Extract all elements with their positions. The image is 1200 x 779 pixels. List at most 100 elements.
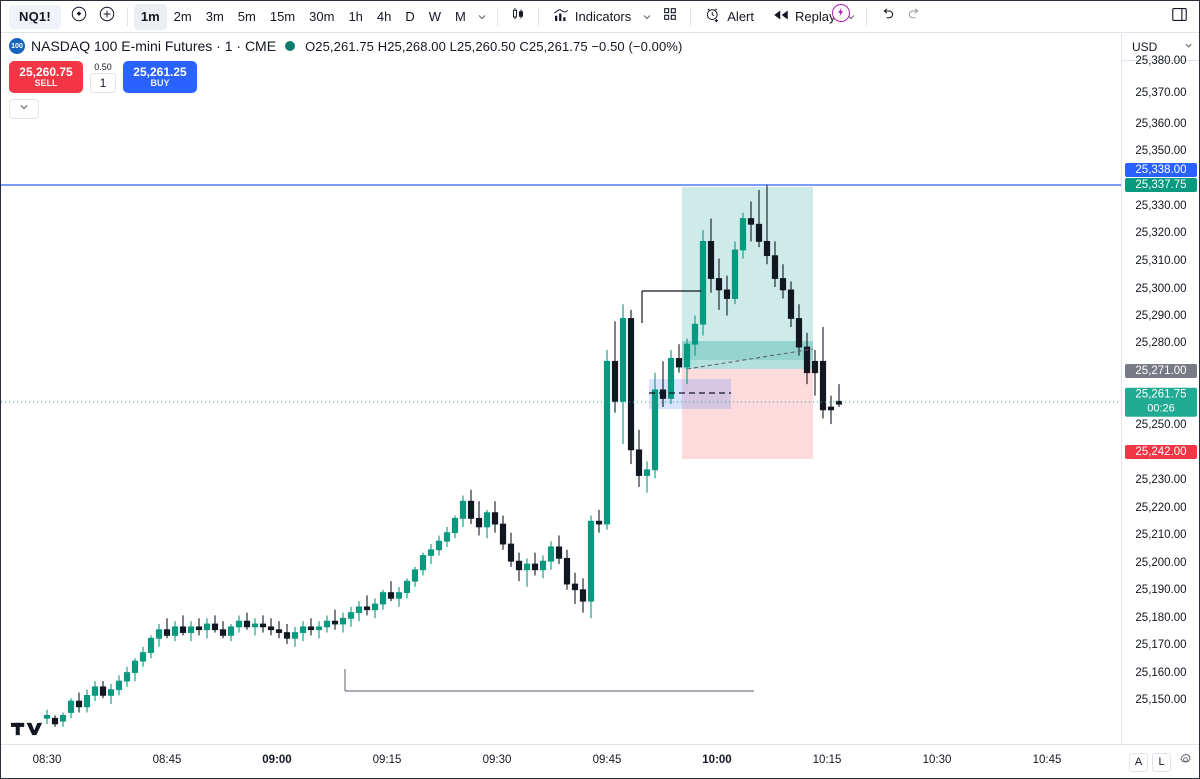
candle-body — [515, 560, 523, 571]
candle-series — [43, 184, 843, 727]
interval-4h[interactable]: 4h — [376, 9, 392, 24]
candle-body — [763, 240, 771, 257]
interval-W[interactable]: W — [428, 9, 442, 24]
right-panel-toggle-button[interactable] — [1165, 3, 1193, 31]
templates-button[interactable] — [656, 3, 684, 31]
candle-body — [291, 632, 299, 639]
interval-1m[interactable]: 1m — [133, 3, 167, 30]
candle-body — [187, 626, 195, 633]
interval-more-button[interactable] — [473, 4, 491, 30]
interval-15m[interactable]: 15m — [269, 9, 296, 24]
candle-body — [571, 583, 579, 591]
chart-overlays-back — [649, 187, 813, 459]
candle-body — [203, 623, 211, 631]
candle-body — [811, 360, 819, 374]
price-tick: 25,360.00 — [1135, 118, 1187, 130]
candle-body — [731, 249, 739, 299]
sell-button[interactable]: 25,260.75 SELL — [9, 61, 83, 93]
last-price[interactable]: 25,261.75 00:26 — [1125, 387, 1197, 417]
price-tick: 25,280.00 — [1135, 337, 1187, 349]
lightning-bolt-icon — [836, 7, 846, 20]
interval-2m[interactable]: 2m — [173, 9, 192, 24]
bid-ask-price[interactable]: 25,337.75 — [1125, 178, 1197, 192]
symbol-search-button[interactable]: NQ1! — [9, 4, 61, 29]
trend-dashed-line[interactable] — [686, 348, 814, 370]
interval-3m[interactable]: 3m — [205, 9, 224, 24]
replay-label: Replay — [795, 9, 836, 24]
indicators-button[interactable]: Indicators — [545, 4, 638, 30]
interval-M[interactable]: M — [455, 9, 466, 24]
price-scale[interactable]: USD 25,380.00 25,370.00 25,360.00 25,350.00… — [1121, 34, 1199, 746]
candle-body — [259, 623, 267, 628]
undo-arrow-icon — [878, 5, 896, 28]
candle-body — [827, 406, 835, 411]
redo-arrow-icon — [906, 5, 924, 28]
candle-body — [491, 512, 499, 525]
candle-body — [267, 626, 275, 631]
quantity-input[interactable]: 1 — [90, 72, 116, 93]
candle-body — [43, 714, 51, 719]
price-tick: 25,220.00 — [1135, 502, 1187, 514]
economic-event-marker[interactable] — [832, 4, 850, 22]
price-tick: 25,170.00 — [1135, 639, 1187, 651]
indicators-caret-button[interactable] — [638, 4, 656, 30]
interval-5m[interactable]: 5m — [237, 9, 256, 24]
stop-price-value: 25,271.00 — [1135, 365, 1187, 377]
auto-scale-button[interactable]: A — [1129, 752, 1148, 772]
quantity-control[interactable]: 0.50 1 — [89, 62, 117, 93]
log-scale-button[interactable]: L — [1152, 752, 1171, 772]
interval-1h[interactable]: 1h — [348, 9, 363, 24]
candle-body — [219, 629, 227, 636]
candle-body — [59, 714, 67, 722]
candle-body — [475, 517, 483, 528]
undo-button[interactable] — [873, 3, 901, 31]
rewind-icon — [772, 8, 790, 25]
chart-settings-button[interactable] — [1175, 752, 1195, 772]
candle-body — [691, 323, 699, 345]
compare-symbol-button[interactable] — [65, 3, 93, 31]
take-profit-price[interactable]: 25,242.00 — [1125, 445, 1197, 459]
time-tick: 10:15 — [812, 754, 842, 766]
indicators-label: Indicators — [574, 9, 632, 24]
candle-body — [395, 592, 403, 599]
candle-body — [835, 400, 843, 405]
entry-zone-green[interactable] — [682, 341, 813, 369]
tradingview-logo[interactable] — [11, 718, 45, 740]
alert-button[interactable]: Alert — [697, 4, 761, 30]
currency-selector[interactable]: USD — [1126, 37, 1198, 57]
buy-sell-row: 25,260.75 SELL 0.50 1 25,261.25 BUY — [9, 61, 197, 93]
order-limit-price[interactable]: 25,338.00 — [1125, 163, 1197, 177]
time-scale[interactable]: 08:30 08:45 09:00 09:15 09:30 09:45 10:00 10:15… — [1, 744, 1199, 778]
market-open-dot — [285, 41, 296, 51]
chart-style-button[interactable] — [504, 3, 532, 31]
candle-body — [667, 358, 675, 399]
chart-canvas[interactable] — [1, 58, 1123, 746]
candle-body — [339, 617, 347, 625]
candle-body — [603, 360, 611, 525]
buy-button[interactable]: 25,261.25 BUY — [123, 61, 197, 93]
candle-body — [787, 289, 795, 319]
toolbar-divider-3 — [537, 7, 539, 26]
legend-symbol-title[interactable]: NASDAQ 100 E-mini Futures · 1 · CME — [31, 38, 277, 54]
interval-D[interactable]: D — [405, 9, 415, 24]
redo-button[interactable] — [901, 3, 929, 31]
order-panel-expand-button[interactable] — [9, 99, 39, 119]
add-symbol-button[interactable] — [93, 3, 121, 31]
take-profit-price-value: 25,242.00 — [1135, 446, 1187, 458]
candle-body — [747, 218, 755, 225]
candle-body — [195, 626, 203, 631]
candle-body — [619, 318, 627, 402]
stop-price[interactable]: 25,271.00 — [1125, 364, 1197, 378]
price-tick: 25,380.00 — [1135, 55, 1187, 67]
candle-body — [771, 255, 779, 279]
candle-body — [371, 603, 379, 611]
price-scale-divider — [1122, 60, 1199, 61]
time-tick: 09:15 — [372, 754, 402, 766]
candle-body — [427, 549, 435, 556]
candle-body — [403, 580, 411, 593]
price-tick: 25,210.00 — [1135, 529, 1187, 541]
interval-30m[interactable]: 30m — [309, 9, 335, 24]
replay-button[interactable]: Replay — [765, 4, 842, 30]
stop-loss-zone[interactable] — [682, 369, 813, 459]
